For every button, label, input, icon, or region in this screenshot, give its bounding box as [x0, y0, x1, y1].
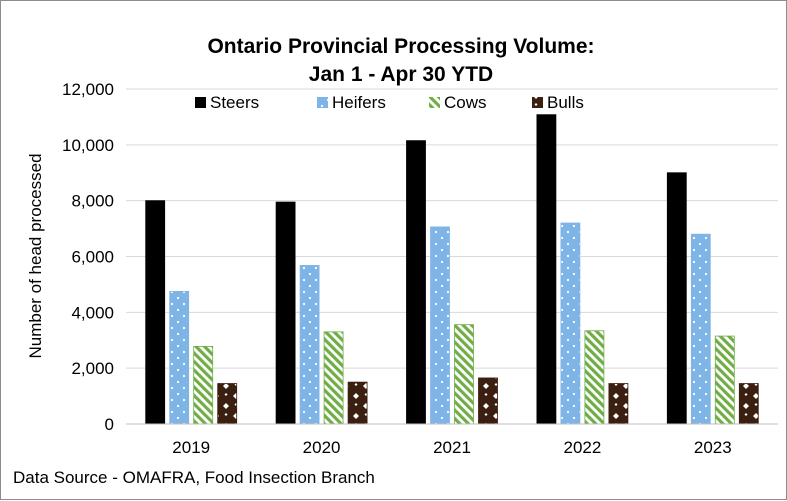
bar-heifers-2023 [690, 233, 711, 425]
chart-title-line-1: Ontario Provincial Processing Volume: [207, 35, 594, 58]
bar-bulls-2019 [217, 383, 238, 425]
y-tick-label: 0 [105, 415, 114, 434]
y-tick-label: 2,000 [71, 359, 114, 378]
bar-heifers-2021 [430, 226, 450, 425]
x-tick-label: 2022 [563, 438, 601, 457]
bar-steers-2020 [275, 201, 296, 425]
legend-label-heifers: Heifers [332, 93, 386, 112]
y-tick-label: 12,000 [62, 80, 114, 99]
legend-item-cows: Cows [429, 93, 487, 112]
bar-heifers-2022 [560, 222, 581, 425]
bar-heifers-2020 [299, 265, 320, 425]
y-tick-label: 4,000 [71, 303, 114, 322]
legend-label-cows: Cows [444, 93, 487, 112]
bar-steers-2021 [406, 140, 426, 425]
bar-heifers-2019 [169, 290, 190, 425]
y-axis-ticks: 0 2,000 4,000 6,000 8,000 10,000 12,000 [62, 80, 114, 434]
legend-swatch-cows [429, 97, 440, 108]
chart-title: Ontario Provincial Processing Volume: Ja… [207, 35, 594, 86]
bar-bulls-2021 [478, 377, 498, 425]
x-tick-label: 2019 [172, 438, 210, 457]
bar-bulls-2023 [738, 383, 759, 425]
bar-steers-2019 [145, 200, 166, 425]
bar-cows-2022 [584, 330, 605, 425]
y-tick-label: 10,000 [62, 136, 114, 155]
y-tick-label: 8,000 [71, 192, 114, 211]
legend-item-steers: Steers [195, 93, 259, 112]
legend-swatch-bulls [532, 97, 543, 108]
y-axis-label: Number of head processed [26, 153, 45, 358]
bar-cows-2021 [454, 324, 474, 425]
x-tick-label: 2021 [433, 438, 471, 457]
legend-item-heifers: Heifers [317, 93, 386, 112]
bar-bulls-2022 [608, 383, 629, 425]
bar-cows-2019 [193, 345, 214, 425]
legend-item-bulls: Bulls [532, 93, 584, 112]
bars [145, 114, 759, 425]
legend-label-bulls: Bulls [547, 93, 584, 112]
bar-cows-2020 [323, 331, 344, 425]
chart-title-line-2: Jan 1 - Apr 30 YTD [309, 63, 493, 86]
x-axis-ticks: 2019 2020 2021 2022 2023 [172, 438, 731, 457]
legend-label-steers: Steers [210, 93, 259, 112]
bar-steers-2022 [536, 114, 557, 425]
y-tick-label: 6,000 [71, 248, 114, 267]
legend: Steers Heifers Cows Bulls [195, 93, 584, 112]
x-tick-label: 2020 [303, 438, 341, 457]
legend-swatch-heifers [317, 97, 328, 108]
bar-cows-2023 [714, 335, 735, 425]
source-note: Data Source - OMAFRA, Food Insection Bra… [13, 468, 375, 487]
legend-swatch-steers [195, 97, 206, 108]
bar-bulls-2020 [347, 381, 368, 425]
bar-steers-2023 [666, 172, 687, 425]
x-tick-label: 2023 [694, 438, 732, 457]
